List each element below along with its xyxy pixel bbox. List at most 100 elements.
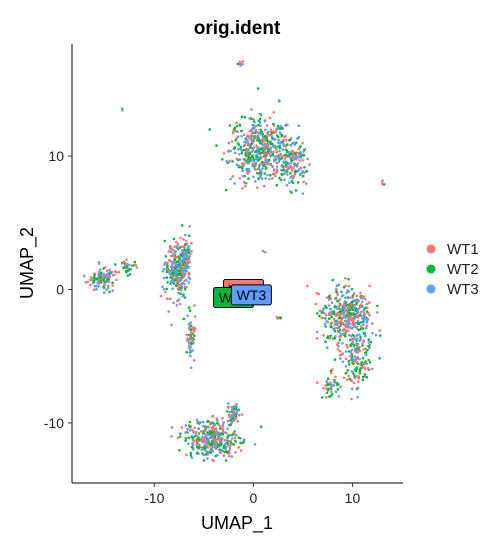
point-wt1 — [135, 264, 138, 267]
point-wt2 — [108, 291, 111, 294]
point-wt1 — [357, 380, 360, 383]
point-wt2 — [254, 132, 257, 135]
point-wt2 — [111, 282, 114, 285]
point-wt3 — [239, 158, 242, 161]
point-wt1 — [221, 417, 224, 420]
point-wt2 — [331, 279, 334, 282]
point-wt1 — [360, 311, 363, 314]
point-wt2 — [352, 362, 355, 365]
point-wt3 — [357, 356, 360, 359]
point-wt1 — [371, 322, 374, 325]
point-wt1 — [292, 167, 295, 170]
point-wt2 — [216, 422, 219, 425]
point-wt3 — [342, 333, 345, 336]
point-wt1 — [339, 350, 342, 353]
point-wt1 — [346, 378, 349, 381]
point-wt1 — [240, 449, 243, 452]
point-wt1 — [345, 344, 348, 347]
point-wt3 — [344, 296, 347, 299]
point-wt3 — [248, 170, 251, 173]
point-wt2 — [364, 352, 367, 355]
point-wt2 — [261, 152, 264, 155]
point-wt2 — [237, 63, 240, 66]
y-tick-label: -10 — [44, 415, 64, 431]
point-wt1 — [201, 440, 204, 443]
point-wt2 — [325, 306, 328, 309]
legend-label: WT2 — [447, 261, 479, 278]
point-wt1 — [352, 317, 355, 320]
point-wt2 — [190, 343, 193, 346]
point-wt1 — [242, 60, 245, 63]
point-wt1 — [91, 278, 94, 281]
point-wt2 — [218, 443, 221, 446]
point-wt1 — [225, 432, 228, 435]
point-wt2 — [348, 350, 351, 353]
point-wt1 — [343, 376, 346, 379]
point-wt3 — [322, 307, 325, 310]
point-wt1 — [345, 321, 348, 324]
point-wt3 — [336, 284, 339, 287]
point-wt2 — [303, 154, 306, 157]
point-wt1 — [331, 368, 334, 371]
point-wt3 — [242, 164, 245, 167]
point-wt2 — [280, 135, 283, 138]
point-wt2 — [263, 172, 266, 175]
point-wt2 — [355, 302, 358, 305]
point-wt2 — [204, 426, 207, 429]
legend-label: WT3 — [447, 281, 479, 298]
point-wt1 — [170, 324, 173, 327]
point-wt3 — [351, 370, 354, 373]
point-wt2 — [355, 370, 358, 373]
point-wt1 — [89, 284, 92, 287]
point-wt3 — [356, 337, 359, 340]
point-wt2 — [181, 275, 184, 278]
point-wt2 — [361, 344, 364, 347]
point-wt1 — [300, 167, 303, 170]
point-wt3 — [238, 414, 241, 417]
point-wt3 — [338, 395, 341, 398]
point-wt2 — [329, 395, 332, 398]
point-wt2 — [212, 441, 215, 444]
point-wt3 — [356, 326, 359, 329]
point-wt3 — [163, 268, 166, 271]
point-wt1 — [223, 454, 226, 457]
point-wt3 — [234, 152, 237, 155]
point-wt3 — [336, 307, 339, 310]
point-wt2 — [367, 345, 370, 348]
point-wt3 — [348, 334, 351, 337]
point-wt2 — [191, 446, 194, 449]
point-wt1 — [192, 439, 195, 442]
point-wt2 — [165, 255, 168, 258]
point-wt1 — [341, 352, 344, 355]
point-wt2 — [288, 153, 291, 156]
point-wt1 — [223, 152, 226, 155]
point-wt2 — [241, 115, 244, 118]
point-wt3 — [342, 360, 345, 363]
point-wt3 — [335, 390, 338, 393]
point-wt3 — [164, 262, 167, 265]
point-wt3 — [176, 245, 179, 248]
point-wt1 — [201, 437, 204, 440]
point-wt2 — [360, 321, 363, 324]
point-wt3 — [177, 292, 180, 295]
point-wt2 — [332, 337, 335, 340]
point-wt1 — [326, 296, 329, 299]
point-wt3 — [207, 451, 210, 454]
point-wt1 — [136, 266, 139, 269]
point-wt1 — [86, 281, 89, 284]
point-wt3 — [364, 298, 367, 301]
point-wt3 — [103, 291, 106, 294]
point-wt2 — [208, 128, 211, 131]
point-wt1 — [104, 266, 107, 269]
point-wt1 — [291, 155, 294, 158]
point-wt3 — [259, 113, 262, 116]
point-wt1 — [253, 118, 256, 121]
point-wt3 — [176, 276, 179, 279]
point-wt3 — [298, 156, 301, 159]
point-wt3 — [214, 424, 217, 427]
point-wt1 — [360, 303, 363, 306]
point-wt2 — [326, 392, 329, 395]
point-wt1 — [190, 250, 193, 253]
point-wt2 — [99, 276, 102, 279]
point-wt1 — [289, 162, 292, 165]
